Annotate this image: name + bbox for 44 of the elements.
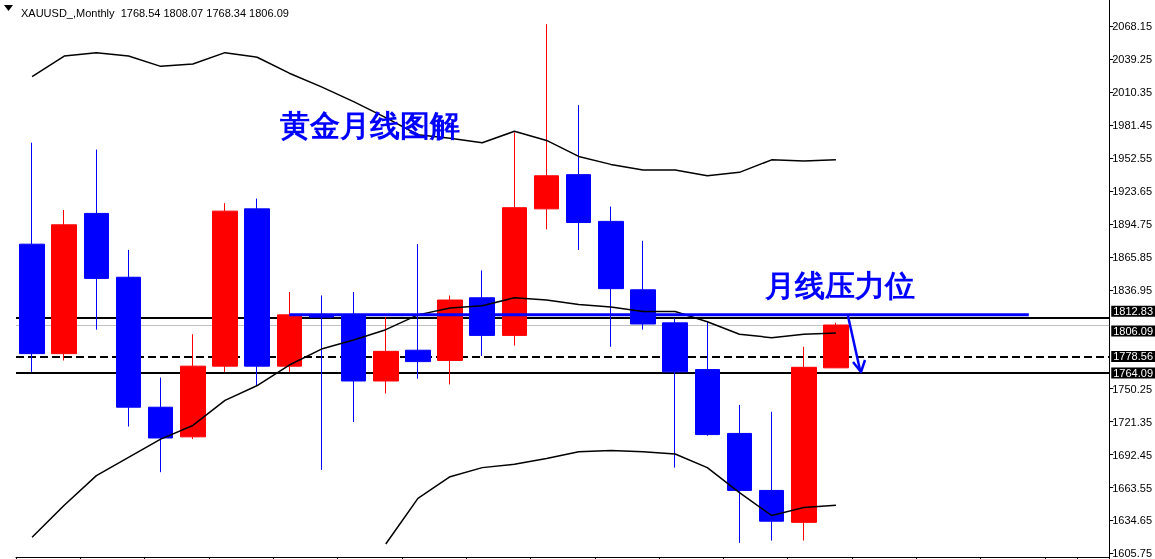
candlestick bbox=[373, 316, 399, 395]
candlestick bbox=[116, 249, 141, 428]
y-tick-label: 2010.35 bbox=[1112, 86, 1152, 99]
candlestick bbox=[212, 202, 238, 373]
annotation: 黄金月线图解 bbox=[280, 107, 460, 143]
candlestick bbox=[84, 149, 109, 331]
candlestick bbox=[534, 23, 559, 230]
candlestick bbox=[244, 198, 270, 387]
candlestick bbox=[662, 317, 688, 469]
line-series bbox=[31, 51, 837, 177]
y-tick-label: 2068.15 bbox=[1112, 20, 1152, 33]
candlestick bbox=[759, 411, 784, 542]
y-tick-label: 1605.75 bbox=[1112, 547, 1152, 559]
candlestick bbox=[566, 104, 591, 251]
y-tick-label: 1692.45 bbox=[1112, 448, 1152, 461]
candlestick bbox=[791, 346, 817, 542]
candlestick bbox=[51, 209, 77, 361]
y-tick-label: 1750.25 bbox=[1112, 382, 1152, 395]
ref-line-label: 1764.09 bbox=[1113, 366, 1153, 379]
y-tick-label: 1923.65 bbox=[1112, 185, 1152, 198]
candlestick bbox=[727, 404, 752, 544]
y-tick-label: 1894.75 bbox=[1112, 217, 1152, 230]
candlestick bbox=[695, 321, 720, 437]
candlestick bbox=[823, 322, 849, 369]
ref-line-label: 1812.83 bbox=[1113, 305, 1153, 318]
text: XAUUSD_,Monthly 1768.54 1808.07 1768.34 1806.09 bbox=[21, 6, 289, 19]
line-series bbox=[385, 449, 837, 545]
y-tick-label: 1865.85 bbox=[1112, 250, 1152, 263]
y-tick-label: 1634.65 bbox=[1112, 514, 1152, 527]
y-tick-label: 1952.55 bbox=[1112, 152, 1152, 165]
ref-line-label: 1778.56 bbox=[1113, 350, 1153, 363]
candlestick bbox=[180, 333, 206, 440]
y-tick-label: 2039.25 bbox=[1112, 53, 1152, 66]
annotation: 月线压力位 bbox=[764, 267, 915, 303]
candlestick bbox=[277, 291, 302, 373]
y-tick-label: 1836.95 bbox=[1112, 283, 1152, 296]
candlestick bbox=[502, 131, 527, 347]
candlestick bbox=[437, 294, 463, 385]
y-tick-label: 1981.45 bbox=[1112, 119, 1152, 132]
candlestick bbox=[148, 377, 173, 473]
ref-line-label: 1806.09 bbox=[1113, 325, 1153, 338]
candlestick bbox=[19, 142, 45, 373]
y-tick-label: 1663.55 bbox=[1112, 481, 1152, 494]
y-tick-label: 1721.35 bbox=[1112, 415, 1152, 428]
